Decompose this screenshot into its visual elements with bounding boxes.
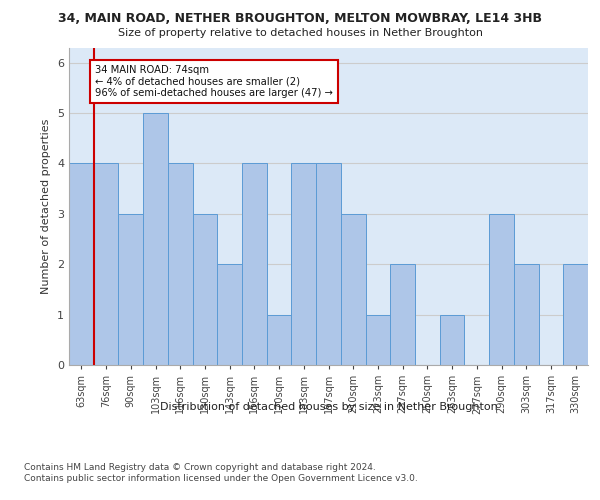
- Text: 34, MAIN ROAD, NETHER BROUGHTON, MELTON MOWBRAY, LE14 3HB: 34, MAIN ROAD, NETHER BROUGHTON, MELTON …: [58, 12, 542, 25]
- Bar: [489, 214, 514, 365]
- Bar: [365, 314, 390, 365]
- Bar: [118, 214, 143, 365]
- Bar: [316, 164, 341, 365]
- Bar: [69, 164, 94, 365]
- Bar: [390, 264, 415, 365]
- Bar: [514, 264, 539, 365]
- Text: Distribution of detached houses by size in Nether Broughton: Distribution of detached houses by size …: [160, 402, 497, 412]
- Bar: [341, 214, 365, 365]
- Text: Contains HM Land Registry data © Crown copyright and database right 2024.: Contains HM Land Registry data © Crown c…: [24, 462, 376, 471]
- Text: Contains public sector information licensed under the Open Government Licence v3: Contains public sector information licen…: [24, 474, 418, 483]
- Bar: [217, 264, 242, 365]
- Bar: [94, 164, 118, 365]
- Bar: [193, 214, 217, 365]
- Bar: [267, 314, 292, 365]
- Bar: [143, 113, 168, 365]
- Bar: [440, 314, 464, 365]
- Bar: [563, 264, 588, 365]
- Bar: [292, 164, 316, 365]
- Text: Size of property relative to detached houses in Nether Broughton: Size of property relative to detached ho…: [118, 28, 482, 38]
- Bar: [168, 164, 193, 365]
- Bar: [242, 164, 267, 365]
- Text: 34 MAIN ROAD: 74sqm
← 4% of detached houses are smaller (2)
96% of semi-detached: 34 MAIN ROAD: 74sqm ← 4% of detached hou…: [95, 65, 333, 98]
- Y-axis label: Number of detached properties: Number of detached properties: [41, 118, 52, 294]
